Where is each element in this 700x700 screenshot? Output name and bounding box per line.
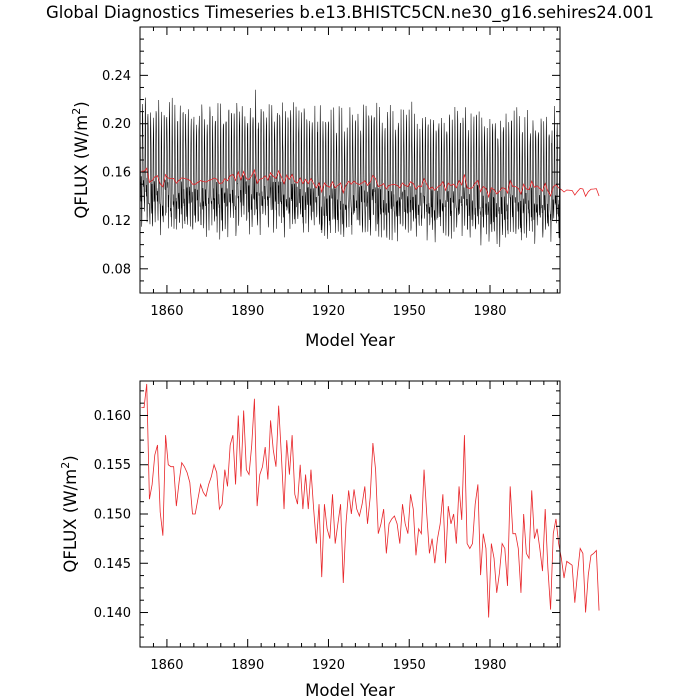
x-tick-label: 1890 (231, 304, 264, 319)
x-tick-label: 1980 (473, 304, 506, 319)
x-tick-label: 1950 (393, 658, 426, 673)
y-axis-label-annual-tail: ) (61, 455, 80, 461)
timeseries-panel: Global Diagnostics Timeseries b.e13.BHIS… (46, 3, 654, 350)
x-tick-label: 1890 (231, 658, 264, 673)
annual-mean-line (141, 167, 600, 199)
x-tick-label: 1950 (393, 304, 426, 319)
annual-mean-line (141, 383, 600, 618)
plot-frame (139, 26, 561, 294)
y-axis-label-text: QFLUX (W/m (72, 115, 91, 219)
y-tick-label: 0.08 (102, 262, 131, 277)
x-tick-label: 1860 (150, 304, 183, 319)
y-tick-label: 0.145 (94, 557, 131, 572)
axis-ticks-annual: 1860 1890 1920 1950 1980 0.140 0.145 0.150 0.155… (94, 381, 560, 673)
chart-title: Global Diagnostics Timeseries b.e13.BHIS… (46, 3, 654, 23)
x-axis-label: Model Year (305, 331, 395, 350)
y-tick-label: 0.24 (102, 69, 131, 84)
y-axis-label-annual-text: QFLUX (W/m (61, 469, 80, 573)
y-tick-label: 0.20 (102, 117, 131, 132)
monthly-series-line (139, 89, 561, 247)
y-tick-label: 0.150 (94, 508, 131, 523)
y-tick-label: 0.140 (94, 606, 131, 621)
y-tick-label: 0.155 (94, 458, 131, 473)
x-tick-label: 1860 (150, 658, 183, 673)
x-tick-label: 1980 (473, 658, 506, 673)
annual-mean-panel: 1860 1890 1920 1950 1980 0.140 0.145 0.150 0.155… (59, 380, 600, 700)
y-tick-label: 0.16 (102, 166, 131, 181)
x-axis-label-annual: Model Year (305, 681, 395, 700)
axis-ticks: 1860 1890 1920 1950 1980 0.08 0.12 0.16 0.20 0.24 (102, 26, 560, 319)
plot-area (139, 89, 600, 247)
y-tick-label: 0.160 (94, 409, 131, 424)
y-axis-label: QFLUX (W/m2) (70, 101, 91, 218)
y-axis-label-annual-superscript: 2 (59, 462, 72, 469)
x-tick-label: 1920 (312, 658, 345, 673)
x-tick-label: 1920 (312, 304, 345, 319)
y-axis-label-tail: ) (72, 101, 91, 107)
y-axis-label-superscript: 2 (70, 108, 83, 115)
y-tick-label: 0.12 (102, 214, 131, 229)
plot-area-annual (141, 383, 600, 618)
plot-frame-annual (139, 380, 561, 648)
y-axis-label-annual: QFLUX (W/m2) (59, 455, 80, 572)
